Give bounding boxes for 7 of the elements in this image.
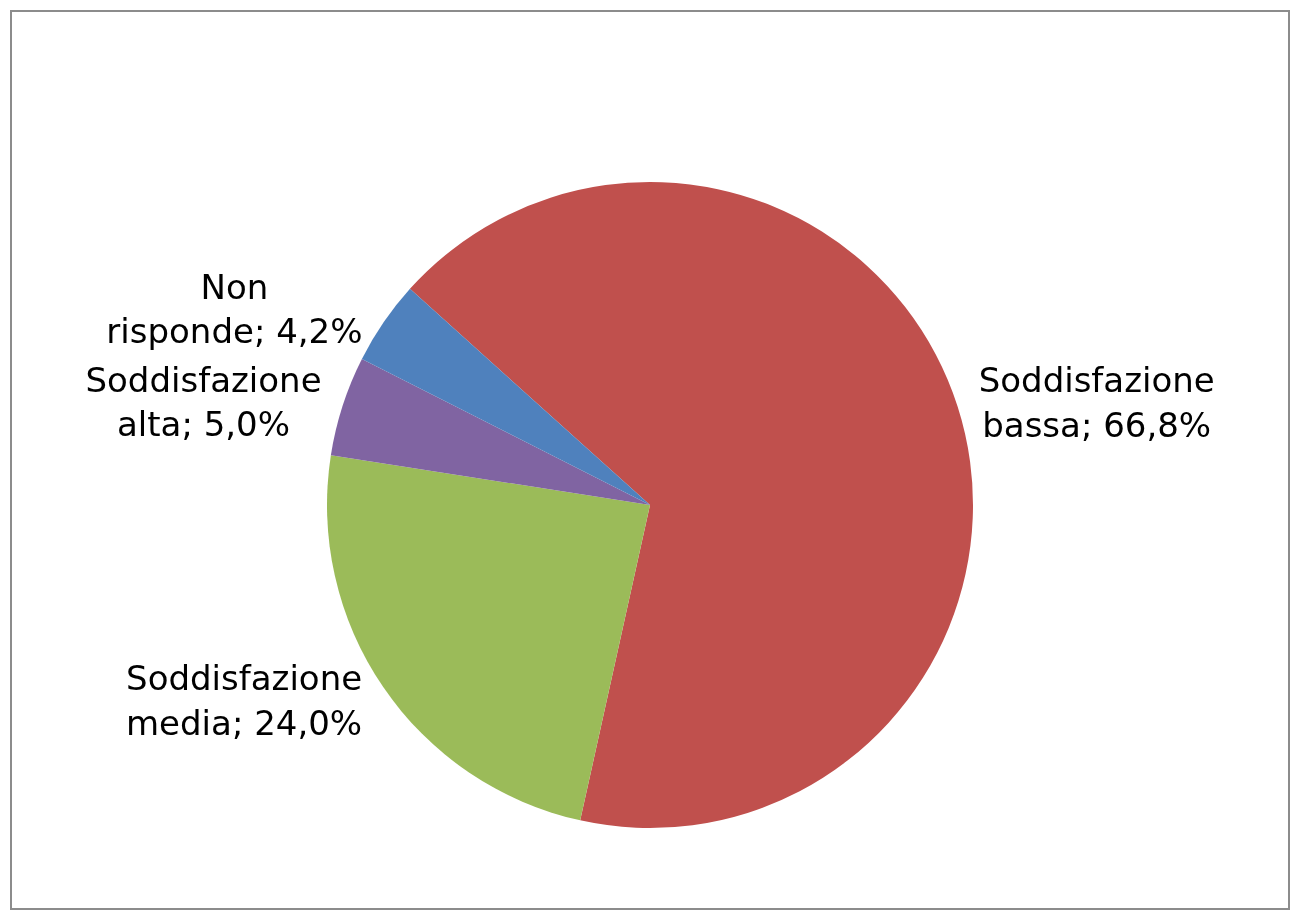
slice-label: Soddisfazione media; 24,0% (126, 658, 363, 743)
slice-label: Soddisfazione bassa; 66,8% (978, 360, 1215, 445)
slice-label: Soddisfazione alta; 5,0% (85, 359, 322, 444)
pie-slice (409, 182, 973, 828)
slice-label: Non risponde; 4,2% (106, 266, 363, 351)
pie-slice (330, 358, 650, 505)
pie-slice (361, 288, 650, 505)
